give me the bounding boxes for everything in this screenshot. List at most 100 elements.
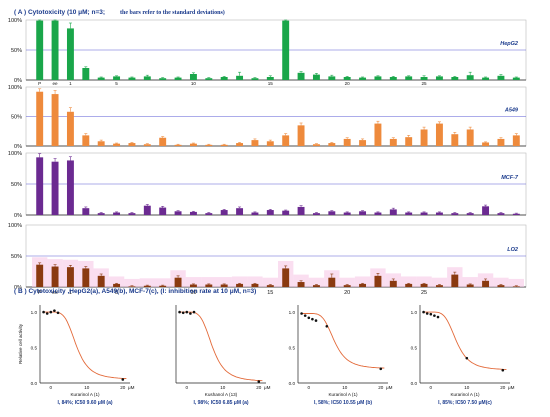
bar [266, 141, 274, 146]
bar [251, 140, 259, 146]
unit-label: μM [508, 385, 515, 390]
highlight-band [262, 277, 278, 287]
caption: I, 58%; IC50 10.55 μM (b) [314, 400, 372, 406]
bar [113, 212, 121, 215]
x-tick-label: 20 [256, 385, 262, 390]
highlight-band [216, 277, 232, 287]
bar [435, 76, 443, 80]
bar [312, 74, 320, 80]
bar-chart-mcf-7: 0% 50% 100% MCF-7 [8, 151, 527, 219]
bar [297, 282, 305, 287]
highlight-band [247, 276, 263, 287]
bar [51, 266, 59, 287]
bar [113, 76, 121, 80]
x-axis-label: Kurarinol A (1) [70, 392, 100, 397]
bar [66, 160, 74, 215]
bar [435, 212, 443, 215]
bar [405, 283, 413, 287]
bar [451, 77, 459, 80]
bar [435, 285, 443, 287]
y-tick-label: 50% [11, 48, 22, 54]
x-tick-label: 10 [220, 385, 226, 390]
bar [189, 143, 197, 146]
bar [343, 138, 351, 146]
highlight-band [354, 276, 371, 287]
data-point [325, 324, 329, 328]
data-point [314, 319, 318, 322]
bar [205, 144, 213, 146]
bar [497, 75, 505, 80]
data-point [429, 312, 433, 316]
bar [97, 77, 105, 80]
y-tick-label: 50% [11, 115, 22, 121]
bar [466, 213, 474, 215]
x-tick-label: 1 [69, 81, 72, 86]
bar [97, 141, 105, 146]
bar [359, 211, 367, 215]
highlight-band [139, 278, 155, 287]
bar [328, 277, 336, 287]
highlight-band [308, 277, 325, 287]
bar [174, 277, 182, 287]
fit-curve [43, 311, 127, 380]
bar [236, 208, 244, 215]
highlight-band [201, 277, 217, 287]
x-tick-label: ee [53, 81, 59, 86]
data-point [185, 310, 189, 314]
bar [266, 285, 274, 287]
dose-response-chart: 0 10 20 μM Kushanol A (13) I, 98%; IC50 6.85 … [175, 305, 271, 406]
bar [359, 283, 367, 287]
bar [389, 280, 397, 287]
x-tick-label: 0 [50, 385, 53, 390]
y-tick-label: 0.5 [411, 346, 418, 351]
bar [236, 75, 244, 80]
bar [51, 94, 59, 146]
bar [512, 77, 520, 80]
bar [159, 207, 167, 215]
bar [389, 77, 397, 80]
y-tick-label: 50% [11, 254, 22, 260]
y-tick-label: 1.0 [289, 310, 296, 315]
bar [36, 91, 44, 146]
y-tick-label: 0% [14, 213, 22, 219]
data-point [300, 312, 303, 315]
panel-a-title: ( A ) Cytotoxicity (10 μM; n=3; [14, 9, 105, 16]
x-tick-label: 10 [342, 385, 348, 390]
bar [66, 28, 74, 80]
bar [205, 213, 213, 215]
bar [312, 285, 320, 287]
y-axis-label: Relative cell activity [18, 323, 23, 364]
bar [143, 205, 151, 215]
y-tick-label: 0.5 [289, 346, 296, 351]
bar [420, 283, 428, 287]
highlight-band [124, 278, 140, 287]
x-tick-label: 10 [191, 81, 197, 86]
data-point [49, 310, 53, 314]
bar [451, 134, 459, 146]
x-tick-label: 20 [120, 385, 126, 390]
x-tick-label: 25 [421, 290, 427, 296]
fit-curve [301, 313, 385, 369]
bar [359, 140, 367, 146]
bar [159, 137, 167, 146]
x-tick-label: 25 [422, 81, 428, 86]
y-tick-label: 1.0 [411, 310, 418, 315]
bar [512, 286, 520, 287]
bar [389, 209, 397, 215]
x-tick-label: 20 [500, 385, 506, 390]
bar [405, 212, 413, 215]
bar [282, 20, 290, 81]
y-tick-label: 100% [8, 85, 22, 91]
x-axis-label: Kushanol A (13) [205, 392, 238, 397]
bar [343, 212, 351, 215]
bar [374, 76, 382, 80]
caption: I, 85%; IC50 7.50 μM(c) [438, 400, 492, 406]
bar [189, 211, 197, 215]
y-tick-label: 100% [8, 151, 22, 157]
bar [405, 76, 413, 80]
data-point [192, 310, 196, 314]
bar [51, 20, 59, 81]
data-point [181, 311, 185, 315]
y-tick-label: 0% [14, 285, 22, 291]
